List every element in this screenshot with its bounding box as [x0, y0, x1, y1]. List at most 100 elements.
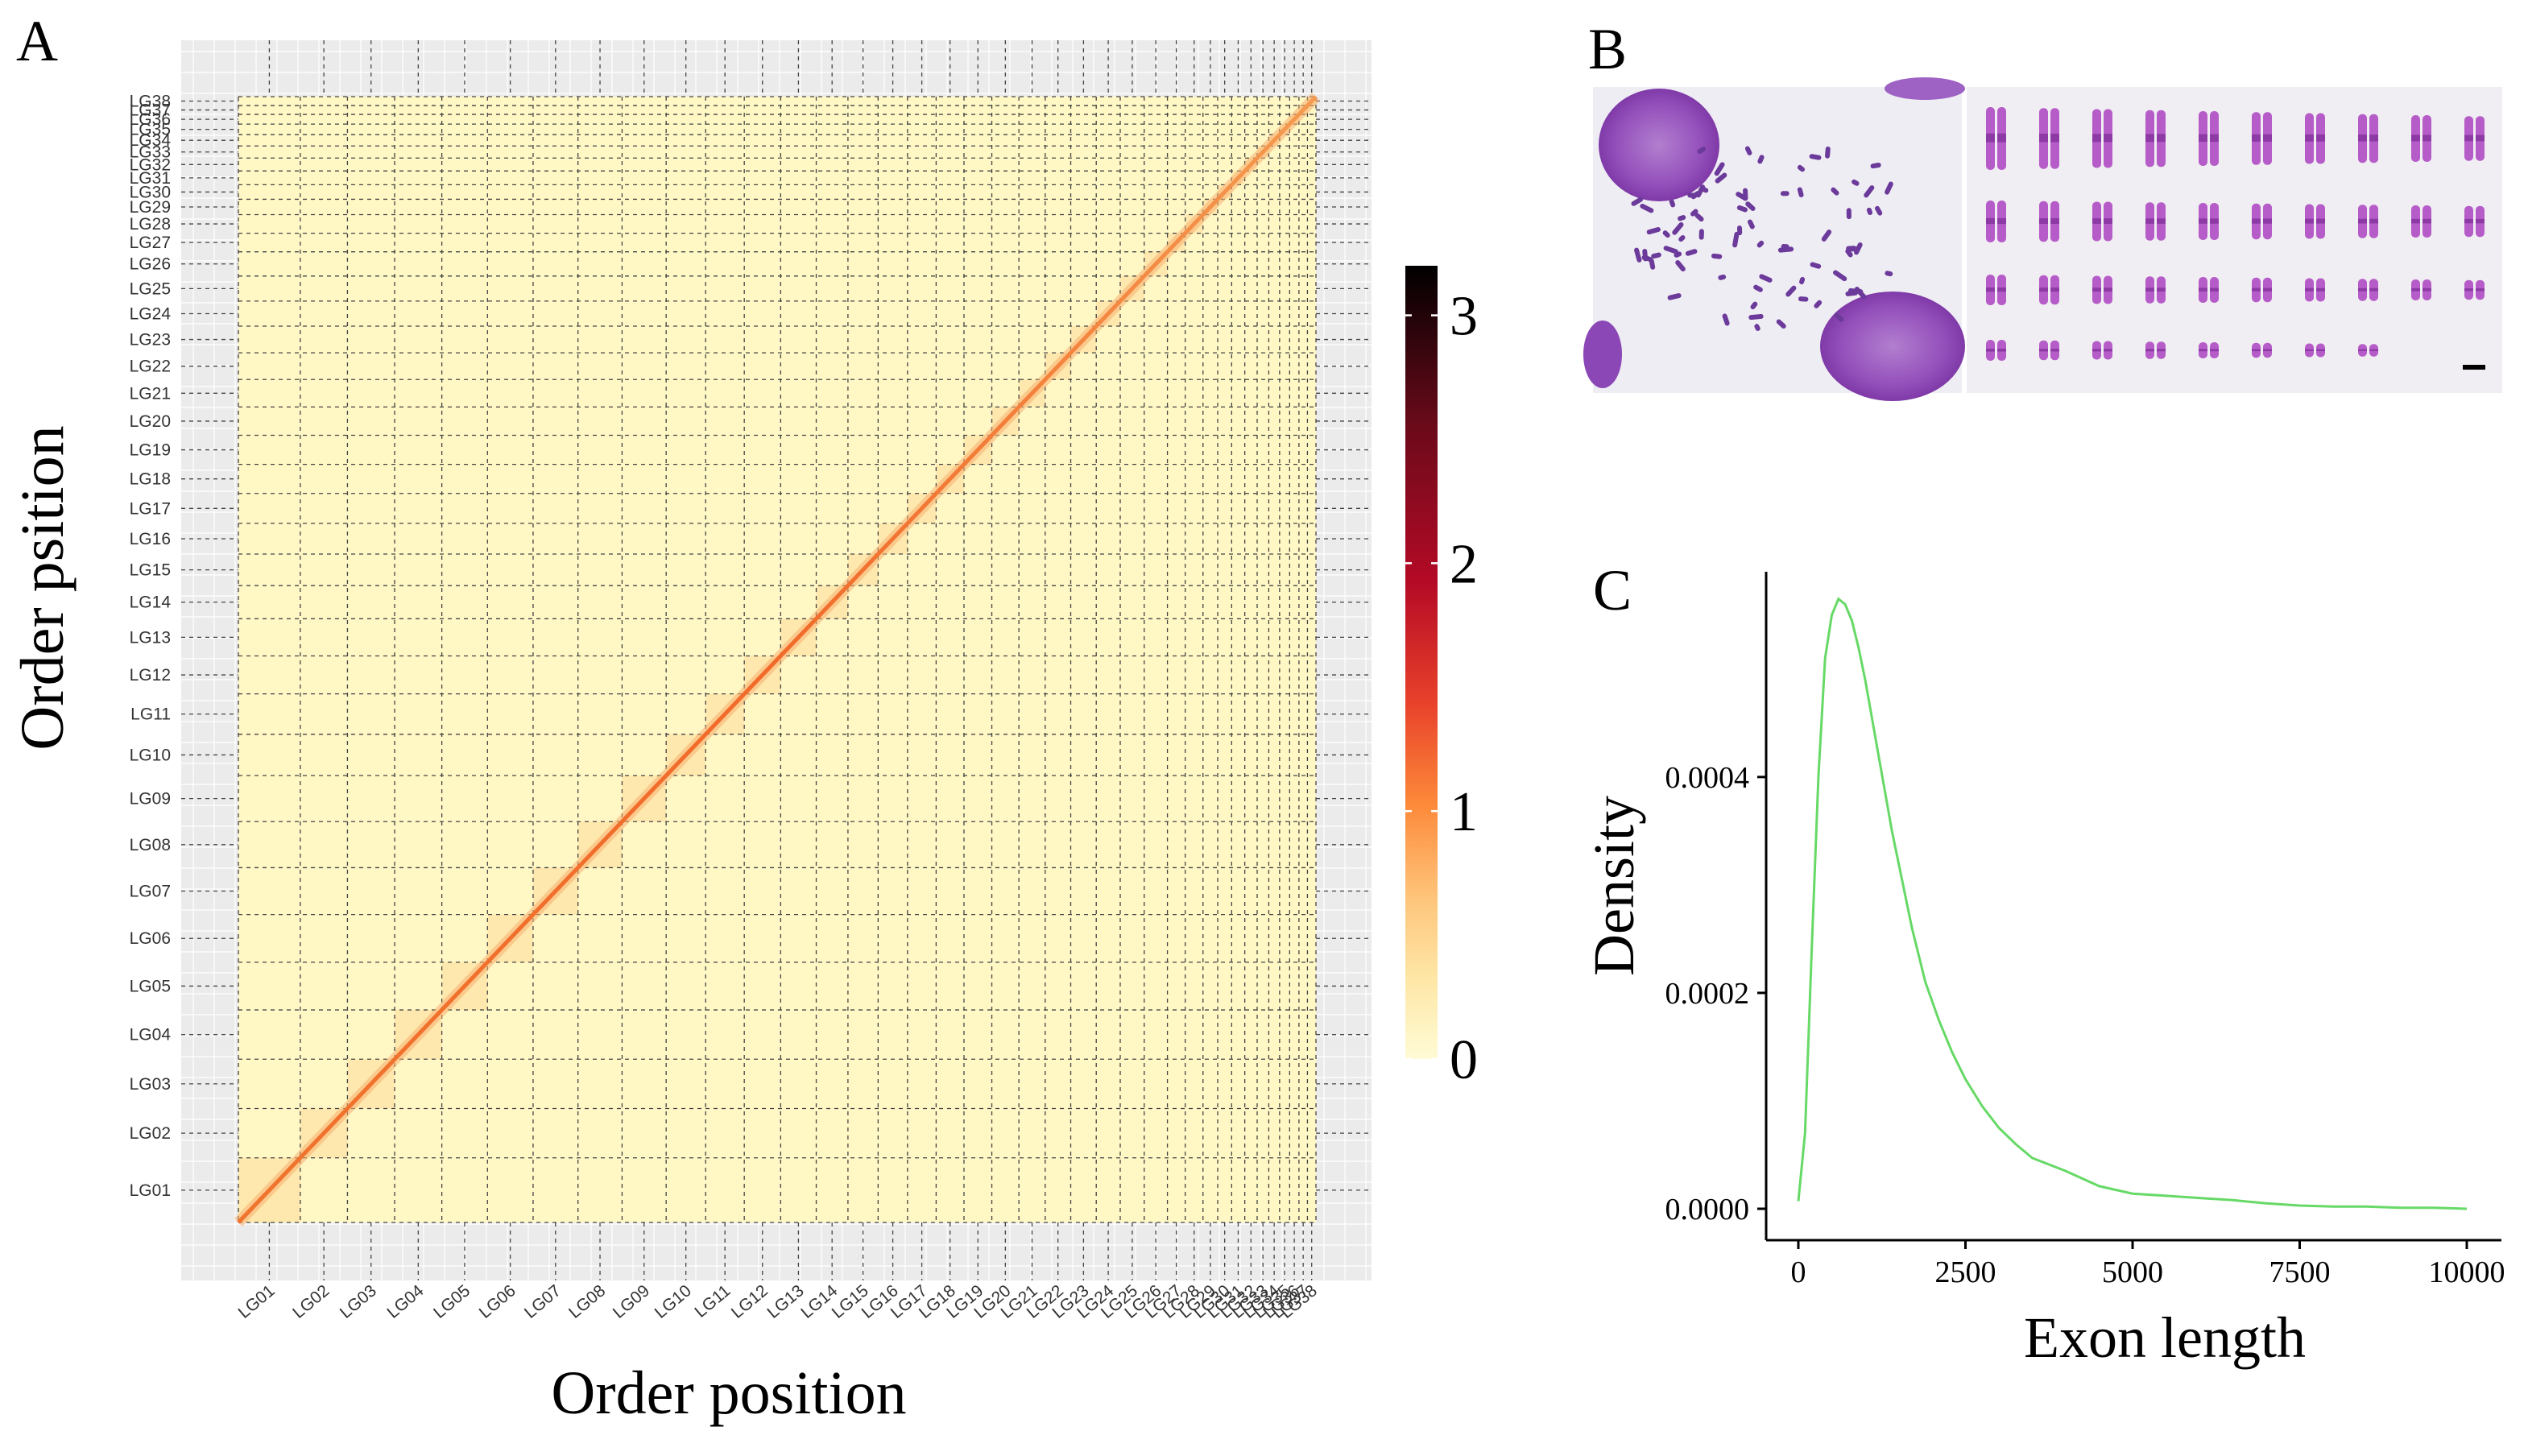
- karyogram-centromere: [2316, 349, 2325, 352]
- density-x-tick-label: 2500: [1935, 1255, 1996, 1289]
- heatmap-diagonal: [234, 93, 1321, 1226]
- y-tick-label: LG20: [130, 412, 171, 431]
- density-x-tick-label: 5000: [2102, 1255, 2163, 1289]
- karyogram-centromere: [2199, 287, 2207, 292]
- y-tick-label: LG14: [130, 594, 172, 612]
- density-x-ticks: 0 2500 5000 7500 10000: [1791, 1240, 2505, 1289]
- density-x-tick-label: 0: [1791, 1255, 1806, 1289]
- y-tick-label: LG31: [130, 169, 171, 188]
- karyogram-centromere: [2263, 134, 2272, 142]
- metaphase-chromosome: [1641, 254, 1653, 263]
- karyogram-centromere: [2316, 134, 2325, 142]
- karyogram-centromere: [2422, 218, 2431, 224]
- panel-label-b: B: [1588, 17, 1627, 81]
- metaphase-chromosome: [1747, 219, 1755, 230]
- karyogram-centromere: [2104, 287, 2112, 292]
- x-tick-label: LG13: [763, 1281, 807, 1322]
- karyogram-centromere: [2464, 288, 2473, 292]
- nucleus-bottom-right: [1820, 292, 1965, 401]
- y-tick-label: LG13: [130, 628, 171, 647]
- metaphase-chromosome: [1845, 290, 1858, 296]
- metaphase-chromosome: [1631, 196, 1644, 206]
- x-tick-label: LG07: [521, 1281, 565, 1322]
- x-tick-label: LG06: [476, 1281, 519, 1322]
- scale-bar: [2463, 365, 2485, 370]
- y-tick-label: LG03: [130, 1075, 171, 1094]
- metaphase-chromosome: [1669, 199, 1676, 208]
- karyogram-centromere: [2199, 218, 2207, 224]
- metaphase-chromosome: [1662, 230, 1670, 238]
- metaphase-chromosome: [1715, 172, 1727, 184]
- karyogram-centromere: [2369, 287, 2378, 292]
- metaphase-chromosome: [1744, 146, 1752, 155]
- metaphase-chromosome: [1833, 270, 1847, 282]
- metaphase-chromosome: [1754, 324, 1760, 331]
- metaphase-chromosome: [1732, 231, 1740, 248]
- y-tick-label: LG26: [130, 255, 171, 274]
- colorbar-tick-label: 0: [1450, 1029, 1478, 1091]
- y-tick-label: LG02: [130, 1124, 171, 1143]
- colorbar: [1405, 266, 1438, 1059]
- y-tick-label: LG22: [130, 358, 171, 376]
- karyogram-centromere: [2199, 349, 2207, 352]
- karyogram-centromere: [1986, 348, 1995, 352]
- karyogram-centromere: [1997, 348, 2006, 352]
- density-panel: 0.0000 0.0002 0.0004 0 2500 5000 7500 10000 Ex…: [1582, 572, 2505, 1370]
- y-tick-label: LG25: [130, 279, 171, 298]
- colorbar-ticks: 0 1 2 3: [1405, 286, 1478, 1091]
- density-x-tick-label: 10000: [2429, 1255, 2505, 1289]
- metaphase-chromosome: [1870, 162, 1881, 169]
- karyogram-centromere: [2252, 287, 2261, 292]
- density-x-axis-title: Exon length: [2024, 1305, 2306, 1370]
- metaphase-chromosome: [1831, 187, 1839, 196]
- karyogram-centromere: [2263, 287, 2272, 292]
- metaphase-chromosome: [1722, 313, 1730, 326]
- density-y-tick-label: 0.0002: [1665, 977, 1750, 1011]
- karyogram-centromere: [2411, 218, 2420, 224]
- metaphase-chromosome: [1711, 253, 1723, 259]
- y-tick-label: LG28: [130, 215, 171, 234]
- metaphase-chromosome: [1651, 252, 1661, 259]
- y-tick-label: LG16: [130, 530, 171, 548]
- x-tick-label: LG09: [610, 1281, 653, 1322]
- y-tick-label: LG37: [130, 101, 171, 120]
- y-tick-label: LG12: [130, 666, 171, 685]
- heatmap-y-axis-title: Order psition: [9, 425, 77, 750]
- metaphase-chromosome: [1694, 213, 1704, 222]
- metaphase-chromosome: [1736, 192, 1748, 201]
- density-y-ticks: 0.0000 0.0002 0.0004: [1665, 761, 1766, 1226]
- karyogram-chromosomes: [1986, 107, 2485, 361]
- nucleus-bottom-left: [1583, 321, 1622, 388]
- karyogram-centromere: [1986, 287, 1995, 292]
- metaphase-chromosome: [1672, 221, 1684, 235]
- metaphase-chromosome: [1825, 146, 1831, 159]
- karyogram-centromere: [2050, 349, 2059, 352]
- karyogram-centromere: [2358, 349, 2367, 351]
- karyogram-centromere: [2411, 287, 2420, 292]
- karyogram-centromere: [2210, 287, 2219, 292]
- metaphase-chromosome: [1834, 312, 1844, 322]
- y-tick-label: LG07: [130, 883, 171, 901]
- metaphase-chromosome: [1698, 229, 1704, 240]
- karyogram-centromere: [2476, 134, 2485, 142]
- karyogram-centromere: [1997, 133, 2006, 143]
- y-tick-label: LG15: [130, 561, 171, 580]
- x-tick-label: LG08: [565, 1281, 609, 1322]
- metaphase-chromosome: [1776, 319, 1786, 329]
- karyogram-centromere: [2092, 349, 2101, 352]
- karyogram-centromere: [2157, 218, 2166, 224]
- metaphase-chromosome: [1885, 271, 1893, 277]
- y-tick-label: LG18: [130, 470, 171, 489]
- metaphase-chromosome: [1781, 243, 1789, 250]
- karyogram-centromere: [2305, 134, 2314, 142]
- y-tick-label: LG19: [130, 441, 171, 460]
- nucleus-top-left: [1599, 89, 1719, 201]
- metaphase-chromosome: [1697, 147, 1707, 154]
- karyogram-centromere: [2050, 133, 2059, 143]
- metaphase-chromosome: [1809, 154, 1822, 160]
- metaphase-chromosome: [1675, 260, 1686, 272]
- metaphase-chromosome: [1810, 262, 1822, 269]
- x-tick-label: LG03: [337, 1281, 380, 1322]
- metaphase-chromosome: [1745, 201, 1756, 211]
